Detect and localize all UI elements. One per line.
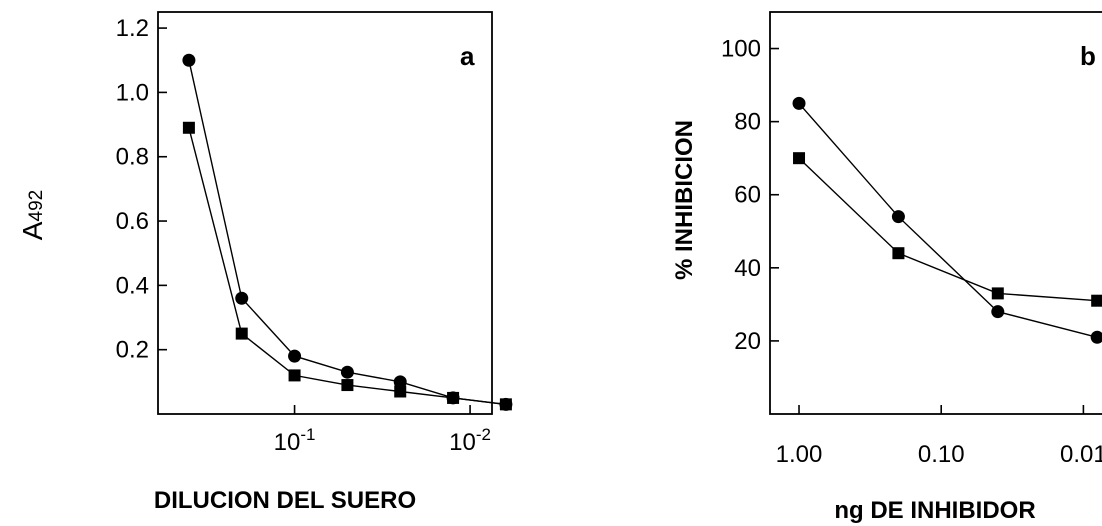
panel-b-x-tick-label: 0.01 <box>1060 441 1102 468</box>
panel-b-letter: b <box>1080 41 1096 71</box>
panel-a-square-point <box>447 391 460 404</box>
panel-a-square-point <box>182 121 195 134</box>
panel-a-square-point <box>341 379 354 392</box>
panel-b-series <box>792 96 1102 344</box>
panel-a-circle-point <box>182 53 196 67</box>
panel-b-y-tick-label: 100 <box>721 36 761 63</box>
panel-a-circle-point <box>288 349 302 363</box>
panel-b-circle-point <box>991 305 1005 319</box>
panel-a-square-point <box>235 327 248 340</box>
panel-a-series-circle-line <box>188 60 506 406</box>
panel-a-circle-point <box>393 375 407 389</box>
panel-a-x-tick-label: 10-1 <box>274 425 316 456</box>
panel-b-y-axis-title: % INHIBICION <box>671 120 698 280</box>
panel-b-y-tick-label: 60 <box>734 182 761 209</box>
panel-b-tick-labels: 20 40 60 80 100 1.00 0.10 0.01 <box>721 36 1102 468</box>
panel-a-square-point <box>499 398 512 411</box>
panel-a-series-square-line <box>188 127 506 406</box>
panel-a-y-axis-title-sub: 492 <box>26 190 47 222</box>
panel-a-tick-labels: 0.2 0.4 0.6 0.8 1.0 1.2 10-1 10-2 <box>116 15 491 456</box>
panel-a-y-axis-title: A492 <box>17 190 48 240</box>
panel-b-series-square-line <box>798 157 1098 302</box>
panel-a-y-tick-label: 0.6 <box>116 208 149 235</box>
panel-b-y-tick-label: 80 <box>734 109 761 136</box>
panel-a-y-axis-title-main: A <box>17 221 48 240</box>
panel-b-x-tick-label: 0.10 <box>918 441 965 468</box>
panel-b-chart: 20 40 60 80 100 1.00 0.10 0.01 b ng DE INHIBIDO… <box>671 11 1102 524</box>
panel-b-square-point <box>1091 294 1102 307</box>
panel-b-y-tick-label: 40 <box>734 255 761 282</box>
panel-b-square-point <box>892 247 905 260</box>
panel-b-plot-frame <box>769 11 1102 415</box>
panel-a-circle-point <box>235 291 249 305</box>
panel-b-circle-point <box>891 210 905 224</box>
panel-b-series-circle-line <box>798 102 1098 338</box>
panel-b-x-axis-title: ng DE INHIBIDOR <box>834 497 1035 524</box>
panel-a-plot-frame <box>157 11 493 415</box>
panel-a-square-point <box>288 369 301 382</box>
panel-a-y-tick-label: 0.8 <box>116 144 149 171</box>
panel-b-square-point <box>991 287 1004 300</box>
panel-a-x-axis-title: DILUCION DEL SUERO <box>154 487 416 514</box>
panel-b-ticks <box>770 47 1085 414</box>
panel-a-series <box>182 53 513 411</box>
panel-a-y-tick-label: 0.2 <box>116 337 149 364</box>
panel-b-square-point <box>793 152 806 165</box>
panel-b-y-tick-label: 20 <box>734 328 761 355</box>
panel-b-circle-point <box>1090 330 1102 344</box>
panel-a-circle-point <box>340 365 354 379</box>
panel-a-letter: a <box>460 41 475 71</box>
panel-a-ticks <box>158 27 471 414</box>
panel-a-y-tick-label: 0.4 <box>116 272 149 299</box>
panel-b-circle-point <box>792 96 806 110</box>
panel-a-square-point <box>394 385 407 398</box>
panel-a-y-tick-label: 1.2 <box>116 15 149 42</box>
panel-a-x-tick-label: 10-2 <box>449 425 491 456</box>
panel-b-x-tick-label: 1.00 <box>776 441 823 468</box>
panel-a-y-tick-label: 1.0 <box>116 79 149 106</box>
panel-a-chart: 0.2 0.4 0.6 0.8 1.0 1.2 10-1 10-2 a DILUCION DE… <box>17 11 513 514</box>
